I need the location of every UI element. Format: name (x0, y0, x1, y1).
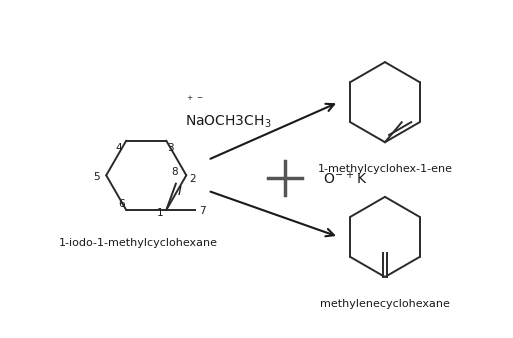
Text: 1: 1 (157, 208, 164, 218)
Text: 5: 5 (94, 172, 100, 182)
Text: 4: 4 (115, 143, 122, 153)
Text: 7: 7 (199, 206, 206, 216)
Text: 2: 2 (189, 174, 196, 184)
Text: 1-methylcyclohex-1-ene: 1-methylcyclohex-1-ene (318, 164, 452, 174)
Text: 8: 8 (171, 168, 177, 177)
Text: methylenecyclohexane: methylenecyclohexane (320, 298, 450, 309)
Text: 6: 6 (119, 199, 125, 209)
Text: 3: 3 (168, 143, 174, 153)
Text: NaOCH3CH$_3$: NaOCH3CH$_3$ (185, 114, 271, 130)
Text: I: I (177, 185, 181, 198)
Text: $^+\;\!^-$: $^+\;\!^-$ (185, 95, 204, 105)
Text: $\mathrm{O}^{-\,+}\mathrm{K}$: $\mathrm{O}^{-\,+}\mathrm{K}$ (323, 170, 368, 187)
Text: 1-iodo-1-methylcyclohexane: 1-iodo-1-methylcyclohexane (59, 238, 218, 248)
